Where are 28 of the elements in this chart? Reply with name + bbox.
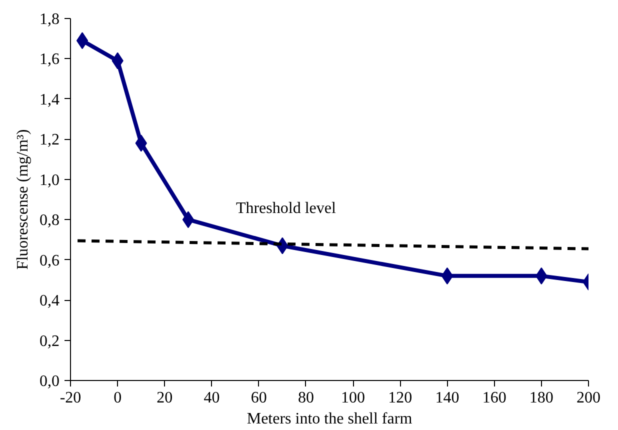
x-axis-title: Meters into the shell farm [246,410,413,428]
x-tick-label: 60 [250,390,267,406]
y-tick-label: 1,0 [40,172,60,189]
x-tick-label: 120 [388,390,412,406]
x-tick-label: 80 [298,390,314,406]
y-tick-label: 1,2 [40,132,60,149]
y-tick-label: 0,6 [40,252,60,270]
y-tick-label: 0,8 [40,212,60,230]
series-label: Threshold level [236,200,336,217]
x-tick-label: 0 [114,390,122,406]
y-tick-label: 0,0 [40,373,60,390]
x-tick-label: 180 [529,390,554,406]
x-tick-label: 20 [156,390,173,406]
y-tick-label: 1,8 [40,11,60,28]
x-tick-label: 140 [435,390,460,406]
y-tick-label: 0,2 [40,332,60,350]
point [76,32,88,50]
x-tick-label: 100 [341,390,366,406]
x-tick-label: -20 [60,390,82,406]
x-tick-label: 200 [576,390,600,406]
y-tick-label: 0,4 [40,292,60,310]
point [182,211,194,228]
y-tick-label: 1,4 [40,91,60,108]
x-tick-label: 40 [204,390,220,406]
x-tick-label: 160 [482,390,506,406]
y-tick-label: 1,6 [40,51,60,68]
y-axis-title: Fluorescense (mg/m³) [14,129,32,270]
point [441,267,454,284]
